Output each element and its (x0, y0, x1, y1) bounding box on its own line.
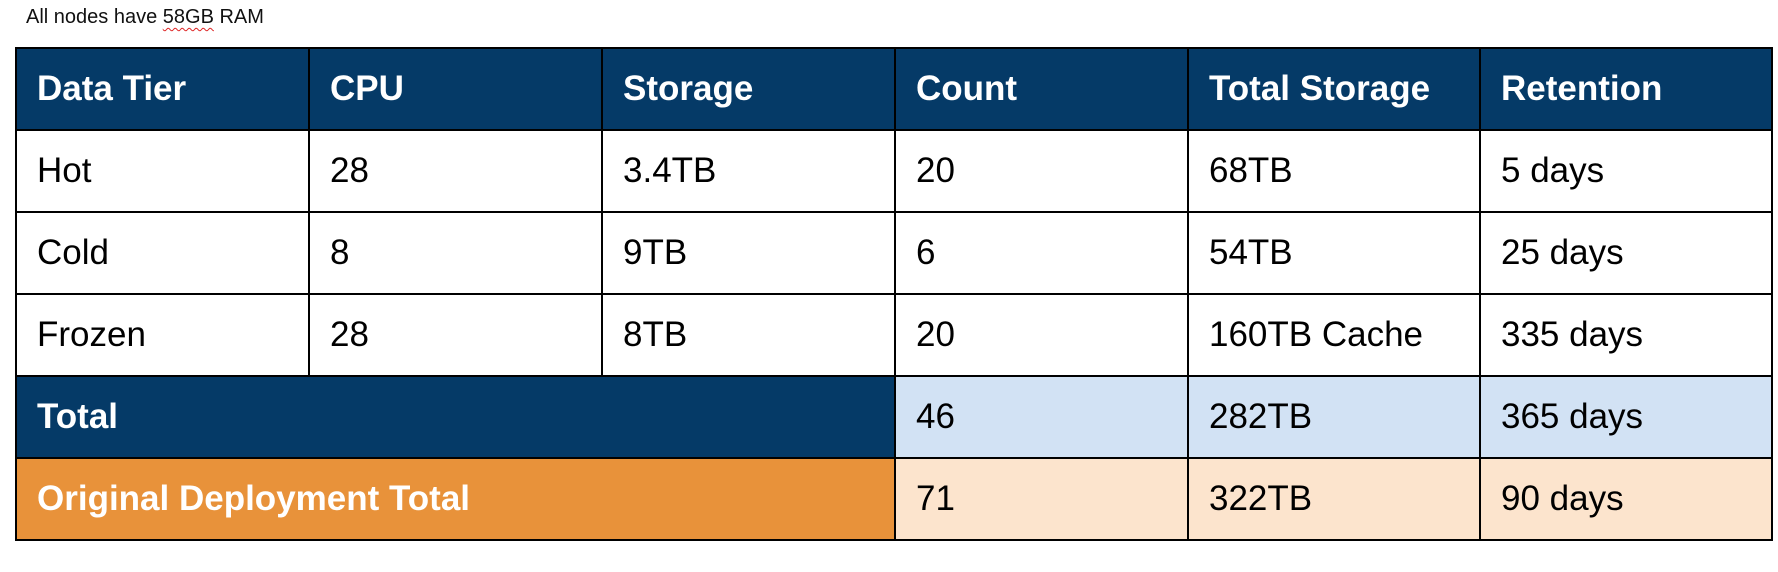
header-cpu: CPU (308, 47, 603, 131)
total-count: 46 (894, 375, 1189, 459)
cell-retention: 5 days (1479, 129, 1773, 213)
cell-total-storage: 68TB (1187, 129, 1481, 213)
cell-count: 20 (894, 293, 1189, 377)
ram-note-prefix: All nodes have (26, 6, 163, 28)
cell-cpu: 28 (308, 129, 603, 213)
table-row-cold: Cold 8 9TB 6 54TB 25 days (15, 211, 1773, 295)
cell-total-storage: 54TB (1187, 211, 1481, 295)
header-row: Data Tier CPU Storage Count Total Storag… (15, 47, 1773, 131)
cell-count: 6 (894, 211, 1189, 295)
header-count: Count (894, 47, 1189, 131)
cell-storage: 8TB (601, 293, 896, 377)
total-row: Total 46 282TB 365 days (15, 375, 1773, 459)
header-retention: Retention (1479, 47, 1773, 131)
cell-cpu: 8 (308, 211, 603, 295)
header-data-tier: Data Tier (15, 47, 310, 131)
header-storage: Storage (601, 47, 896, 131)
cell-retention: 25 days (1479, 211, 1773, 295)
cell-count: 20 (894, 129, 1189, 213)
original-count: 71 (894, 457, 1189, 541)
header-total-storage: Total Storage (1187, 47, 1481, 131)
ram-note-flagged-word: 58GB (162, 6, 214, 28)
cell-tier: Cold (15, 211, 310, 295)
total-storage-value: 282TB (1187, 375, 1481, 459)
original-deployment-row: Original Deployment Total 71 322TB 90 da… (15, 457, 1773, 541)
ram-note-suffix: RAM (213, 6, 264, 28)
cell-storage: 9TB (601, 211, 896, 295)
table-row-hot: Hot 28 3.4TB 20 68TB 5 days (15, 129, 1773, 213)
cell-storage: 3.4TB (601, 129, 896, 213)
cell-tier: Hot (15, 129, 310, 213)
cell-cpu: 28 (308, 293, 603, 377)
original-deployment-label: Original Deployment Total (15, 457, 896, 541)
total-label: Total (15, 375, 896, 459)
cell-retention: 335 days (1479, 293, 1773, 377)
total-retention: 365 days (1479, 375, 1773, 459)
data-tier-table: Data Tier CPU Storage Count Total Storag… (15, 47, 1773, 541)
original-total-storage: 322TB (1187, 457, 1481, 541)
table-row-frozen: Frozen 28 8TB 20 160TB Cache 335 days (15, 293, 1773, 377)
cell-total-storage: 160TB Cache (1187, 293, 1481, 377)
cell-tier: Frozen (15, 293, 310, 377)
original-retention: 90 days (1479, 457, 1773, 541)
ram-note: All nodes have 58GB RAM (26, 4, 264, 30)
